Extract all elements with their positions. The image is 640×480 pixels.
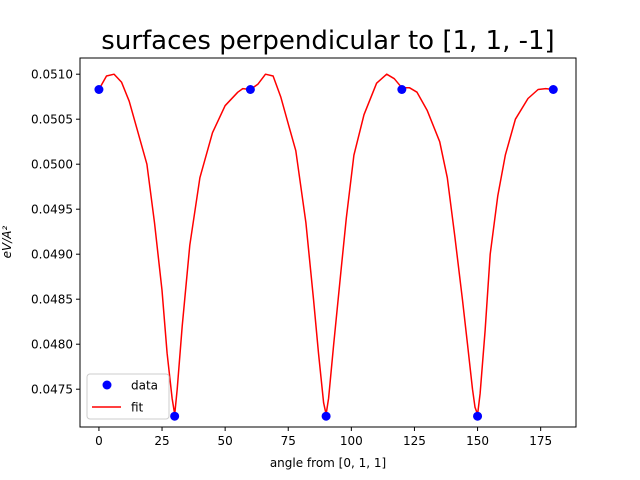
data-point xyxy=(548,85,558,94)
x-tick-label: 25 xyxy=(154,434,169,448)
data-point xyxy=(321,411,331,421)
legend: data fit xyxy=(86,373,170,420)
x-axis: 0 25 50 75 100 125 150 175 xyxy=(95,427,552,448)
legend-data-marker xyxy=(102,380,112,390)
y-tick-label: 0.0475 xyxy=(31,383,73,397)
y-tick-label: 0.0510 xyxy=(31,68,73,82)
y-tick-label: 0.0480 xyxy=(31,338,73,352)
axes-frame xyxy=(79,57,577,428)
x-tick-label: 150 xyxy=(466,434,489,448)
x-tick-label: 75 xyxy=(281,434,296,448)
data-point xyxy=(245,85,255,94)
y-tick-label: 0.0485 xyxy=(31,293,73,307)
x-tick-label: 100 xyxy=(340,434,363,448)
x-tick-label: 0 xyxy=(95,434,103,448)
y-tick-label: 0.0500 xyxy=(31,158,73,172)
data-point xyxy=(170,411,180,421)
chart-title: surfaces perpendicular to [1, 1, -1] xyxy=(101,26,554,56)
y-tick-label: 0.0505 xyxy=(31,113,73,127)
y-axis-label: eV/A² xyxy=(0,225,14,258)
plot-area xyxy=(94,73,558,421)
y-tick-label: 0.0495 xyxy=(31,203,73,217)
data-point xyxy=(473,411,483,421)
y-axis: 0.0475 0.0480 0.0485 0.0490 0.0495 0.0500 0.05… xyxy=(31,68,80,397)
data-point xyxy=(397,85,407,94)
y-tick-label: 0.0490 xyxy=(31,248,73,262)
legend-fit-label: fit xyxy=(131,401,144,415)
x-tick-label: 125 xyxy=(403,434,426,448)
x-tick-label: 50 xyxy=(217,434,232,448)
data-point xyxy=(94,85,104,94)
x-axis-label: angle from [0, 1, 1] xyxy=(270,456,386,470)
legend-data-label: data xyxy=(131,379,158,393)
x-tick-label: 175 xyxy=(529,434,552,448)
